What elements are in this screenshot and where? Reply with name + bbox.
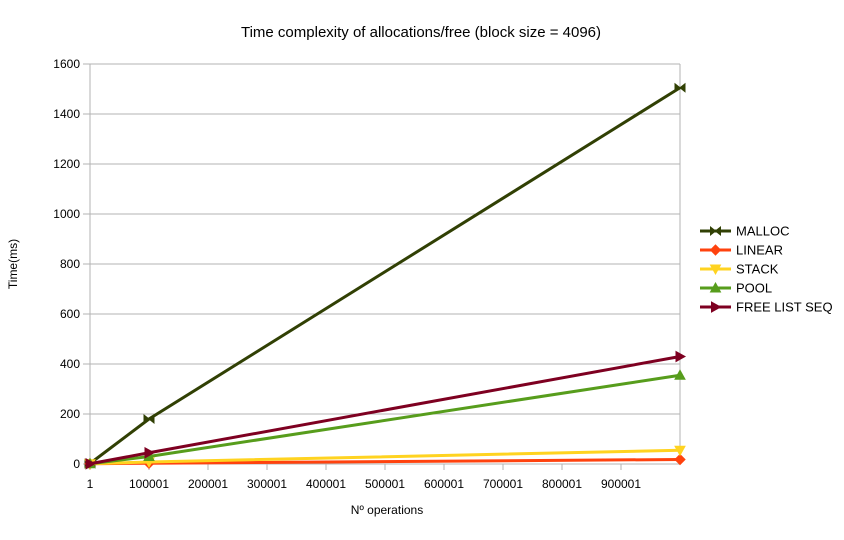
x-tick-label: 500001 — [365, 477, 405, 491]
legend-item: STACK — [700, 262, 779, 277]
data-point-marker — [674, 82, 686, 93]
y-tick-label: 1400 — [53, 107, 80, 121]
x-tick-label: 300001 — [247, 477, 287, 491]
data-point-marker — [674, 369, 686, 380]
y-tick-label: 200 — [60, 407, 80, 421]
legend: MALLOC LINEAR STACK POOL FREE LIST SEQ — [700, 224, 833, 315]
data-point-marker — [674, 445, 686, 457]
y-tick-label: 1600 — [53, 57, 80, 71]
legend-item: MALLOC — [700, 224, 789, 239]
legend-item-label: MALLOC — [736, 224, 789, 239]
legend-item-label: POOL — [736, 281, 772, 296]
legend-item-label: STACK — [736, 262, 779, 277]
chart-title: Time complexity of allocations/free (blo… — [241, 24, 601, 41]
y-tick-label: 1200 — [53, 157, 80, 171]
x-tick-label: 400001 — [306, 477, 346, 491]
x-tick-label: 1 — [87, 477, 94, 491]
y-tick-label: 800 — [60, 257, 80, 271]
legend-item-label: FREE LIST SEQ — [736, 300, 833, 315]
legend-item-label: LINEAR — [736, 243, 783, 258]
x-tick-label: 100001 — [129, 477, 169, 491]
data-point-marker — [674, 453, 686, 466]
data-point-marker — [709, 281, 722, 293]
y-tick-label: 400 — [60, 357, 80, 371]
x-tick-label: 700001 — [483, 477, 523, 491]
data-point-marker — [711, 301, 722, 313]
x-tick-label: 900001 — [601, 477, 641, 491]
data-point-marker — [144, 446, 156, 459]
x-tick-label: 200001 — [188, 477, 228, 491]
series-line — [89, 373, 681, 466]
legend-item: LINEAR — [700, 243, 783, 258]
legend-item: POOL — [700, 281, 772, 296]
data-point-marker — [675, 350, 687, 363]
y-tick-label: 600 — [60, 307, 80, 321]
gridlines — [90, 63, 680, 415]
series-free-list-seq — [85, 350, 687, 470]
series-line — [89, 86, 681, 465]
data-point-marker — [85, 457, 97, 470]
data-point-marker — [143, 413, 155, 425]
y-tick-label: 0 — [73, 457, 80, 471]
series-line — [89, 355, 681, 466]
axes: 0 200 400 600 800 1000 1200 1400 1600 1 100001 2000… — [53, 57, 681, 491]
y-tick-label: 1000 — [53, 207, 80, 221]
y-axis-title: Time(ms) — [6, 239, 20, 289]
x-tick-label: 800001 — [542, 477, 582, 491]
data-point-marker — [710, 225, 721, 237]
data-point-marker — [709, 244, 722, 256]
data-point-marker — [709, 264, 722, 276]
data-series — [84, 82, 687, 470]
x-axis-title: Nº operations — [351, 503, 423, 517]
legend-item: FREE LIST SEQ — [700, 300, 833, 315]
x-tick-label: 600001 — [424, 477, 464, 491]
